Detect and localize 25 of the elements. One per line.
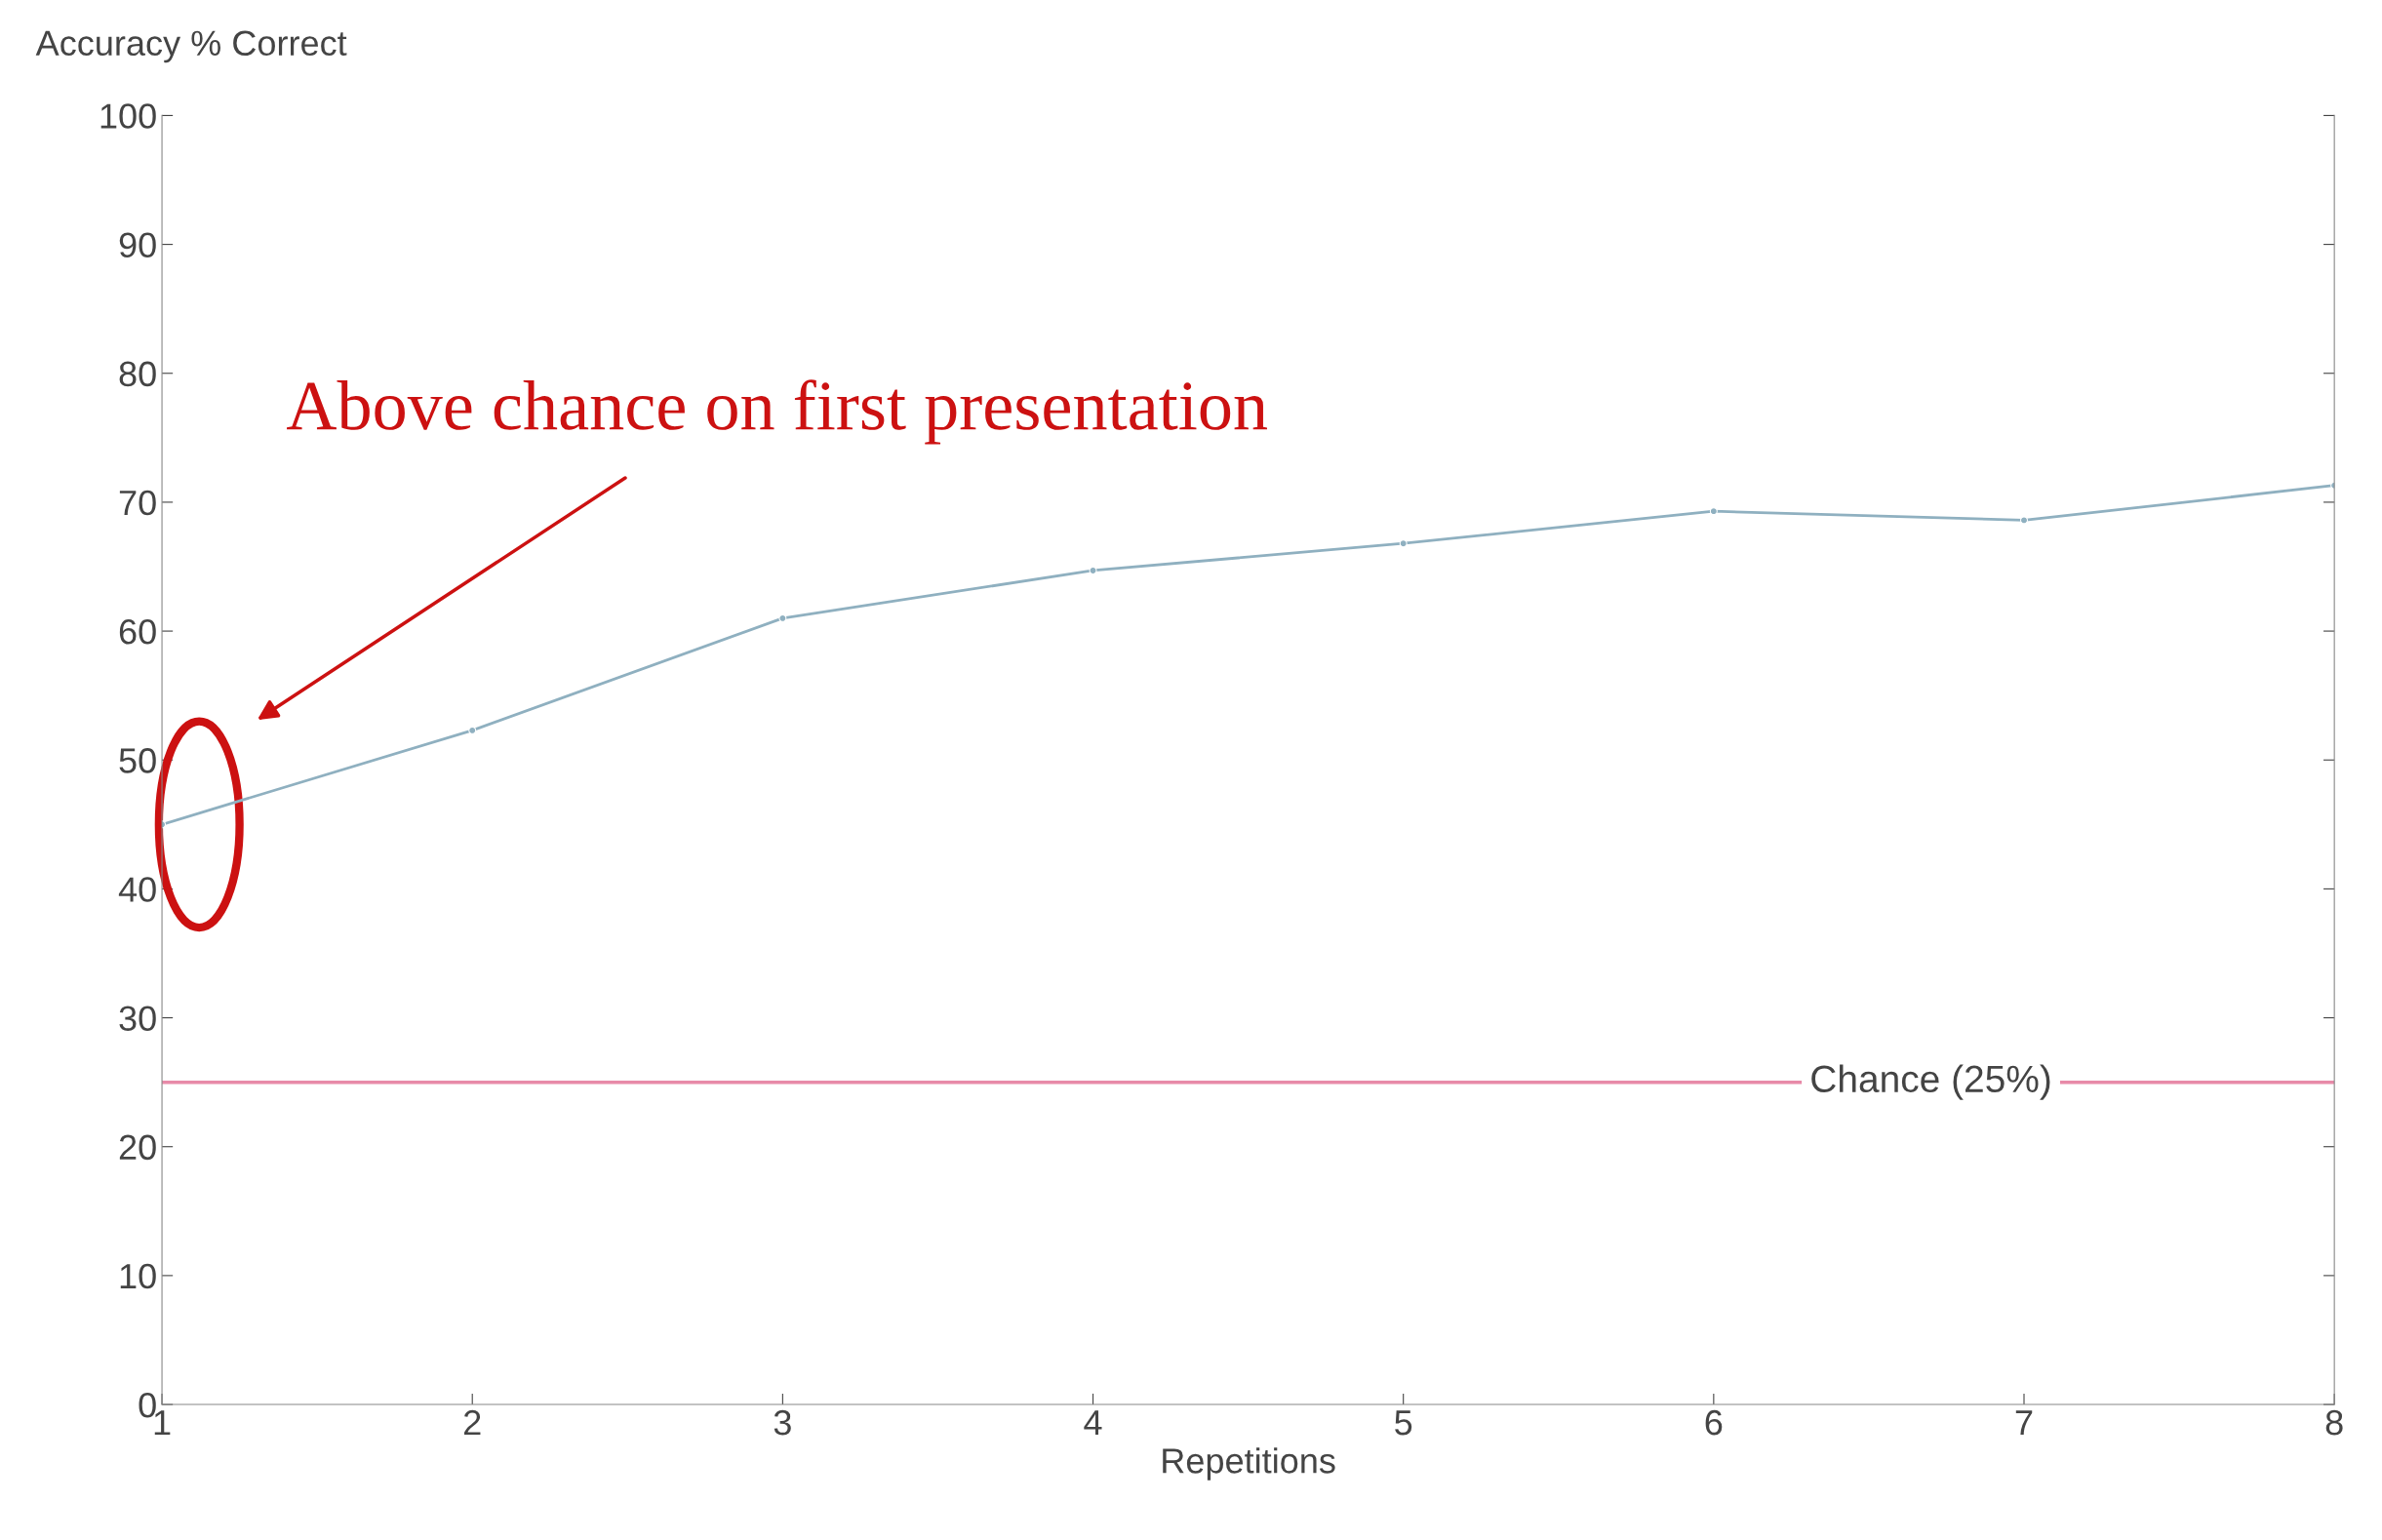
ref-line-label: Chance (25%) <box>1811 1064 2050 1100</box>
y-tick-label: 50 <box>119 748 156 773</box>
y-tick-label: 70 <box>119 490 156 516</box>
x-tick-label: 1 <box>154 1410 171 1436</box>
x-tick-label: 2 <box>463 1409 481 1436</box>
y-tick-label: 40 <box>118 877 156 902</box>
x-tick-label: 6 <box>1705 1409 1723 1436</box>
y-tick-label: 80 <box>119 361 156 387</box>
x-tick-label: 5 <box>1395 1410 1412 1436</box>
annotation: Above chance on first presentation <box>287 379 1267 445</box>
y-tick-label: 0 <box>139 1392 156 1418</box>
y-tick-label: 60 <box>119 618 156 645</box>
x-tick-label: 3 <box>774 1409 791 1436</box>
y-tick-label: 30 <box>119 1006 156 1031</box>
x-tick-label: 7 <box>2015 1410 2033 1436</box>
x-axis-title: Repetitions <box>1163 1447 1335 1481</box>
y-tick-label: 20 <box>119 1134 156 1161</box>
y-tick-label: 100 <box>100 103 156 129</box>
point <box>1399 539 1408 548</box>
point <box>2020 516 2028 525</box>
x-tick-label: 8 <box>2325 1409 2343 1436</box>
y-tick-label: 90 <box>119 232 156 258</box>
y-axis-title: Accuracy % Correct <box>35 30 347 63</box>
y-tick-label: 10 <box>120 1263 156 1289</box>
x-tick-label: 4 <box>1084 1410 1102 1436</box>
